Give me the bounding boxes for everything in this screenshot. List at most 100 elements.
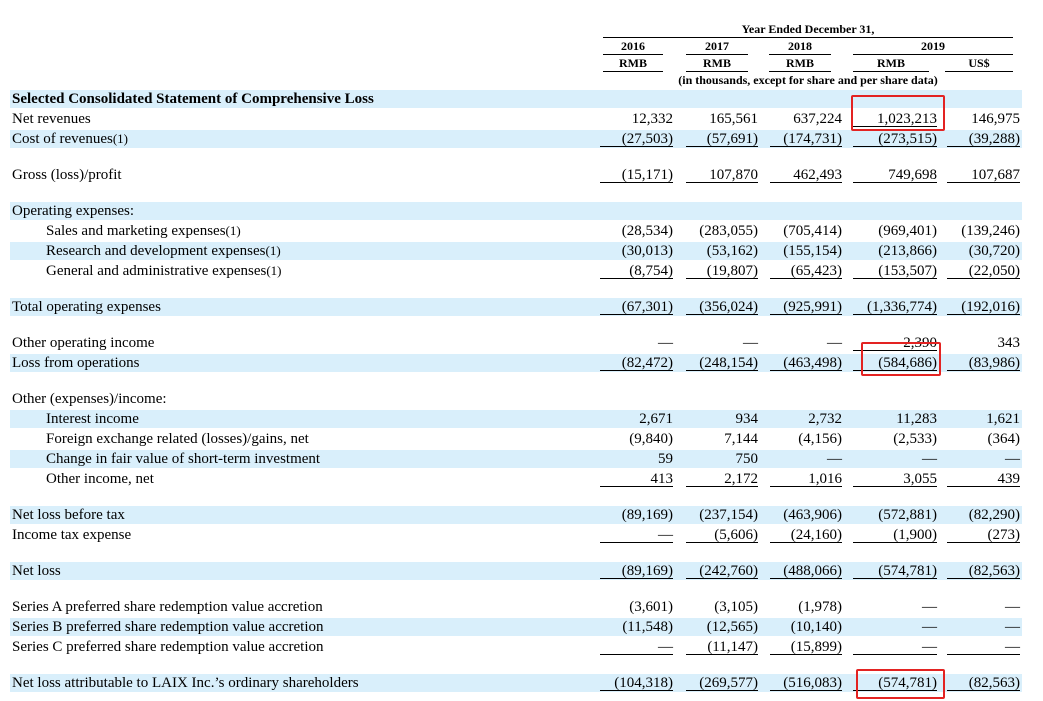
table-row-income-tax-expense: Income tax expense — (5,606) (24,160) (1,900… <box>10 526 1022 544</box>
value-2017: (12,565) <box>706 619 758 635</box>
table-row-series-a-preferred-share-redemption-value-accretion: Series A preferred share redemption valu… <box>10 598 1022 616</box>
table-row-total-operating-expenses: Total operating expenses (67,301) (356,024… <box>10 298 1022 316</box>
table-row-cost-of-revenues: Cost of revenues(1) (27,503) (57,691) (174,… <box>10 130 1022 148</box>
row-label: Sales and marketing expenses(1) <box>46 222 241 240</box>
row-label: Cost of revenues(1) <box>12 130 128 148</box>
row-label: General and administrative expenses(1) <box>46 262 282 280</box>
value-2018: (516,083) <box>770 674 842 691</box>
value-2019-usd: (22,050) <box>947 262 1020 279</box>
row-label-text: Income tax expense <box>12 527 132 543</box>
footnote-marker: (1) <box>266 263 282 278</box>
value-2019-rmb: (213,866) <box>878 243 937 259</box>
value-2017: (53,162) <box>706 243 758 259</box>
value-2017: (19,807) <box>686 262 758 279</box>
table-row-other-income-net: Other income, net 413 2,172 1,016 3,055 439 <box>10 470 1022 488</box>
units-note: (in thousands, except for share and per … <box>678 73 938 87</box>
value-2016: (27,503) <box>600 130 673 147</box>
header-divider <box>603 37 1013 38</box>
value-2018: (174,731) <box>770 130 842 147</box>
highlight-net-loss-attributable-2019 <box>856 669 945 699</box>
year-2017-underline <box>686 54 748 55</box>
value-2017: 2,172 <box>686 470 758 487</box>
row-label: Net loss <box>12 562 61 580</box>
value-2019-usd: 343 <box>997 335 1021 351</box>
value-2016: 2,671 <box>639 411 673 427</box>
value-2018: (155,154) <box>783 243 842 259</box>
value-2019-usd: — <box>947 638 1020 655</box>
value-2017: (5,606) <box>686 526 758 543</box>
value-2019-usd: 107,687 <box>947 166 1020 183</box>
row-label: Other operating income <box>12 334 154 352</box>
value-2018: (10,140) <box>790 619 842 635</box>
currency-2019-rmb: RMB <box>877 56 905 70</box>
currency-2019-usd: US$ <box>968 56 990 70</box>
currency-2019-usd-underline <box>945 71 1013 72</box>
row-label: Other (expenses)/income: <box>12 390 167 408</box>
table-row-operating-expenses: Operating expenses: <box>10 202 1022 220</box>
value-2019-rmb: (574,781) <box>853 562 937 579</box>
value-2019-usd: — <box>1005 451 1020 467</box>
row-label-text: Cost of revenues <box>12 131 113 147</box>
value-2018: (1,978) <box>798 599 842 615</box>
value-2016: (30,013) <box>621 243 673 259</box>
year-2018: 2018 <box>788 39 812 53</box>
value-2019-usd: (82,290) <box>968 507 1020 523</box>
row-label: Foreign exchange related (losses)/gains,… <box>46 430 309 448</box>
value-2016: (82,472) <box>600 354 673 371</box>
value-2017: (3,105) <box>714 599 758 615</box>
row-label-text: Net loss <box>12 563 61 579</box>
row-label: Other income, net <box>46 470 154 488</box>
value-2017: 165,561 <box>709 111 758 127</box>
value-2016: (9,840) <box>629 431 673 447</box>
value-2019-usd: (83,986) <box>947 354 1020 371</box>
value-2019-rmb: 11,283 <box>896 411 937 427</box>
value-2019-rmb: (572,881) <box>878 507 937 523</box>
value-2018: (488,066) <box>770 562 842 579</box>
value-2019-usd: (82,563) <box>947 674 1020 691</box>
value-2017: (242,760) <box>686 562 758 579</box>
value-2017: (237,154) <box>699 507 758 523</box>
value-2018: (24,160) <box>770 526 842 543</box>
row-label: Loss from operations <box>12 354 139 372</box>
value-2018: (925,991) <box>770 298 842 315</box>
section-title: Selected Consolidated Statement of Compr… <box>12 91 374 107</box>
value-2018: (705,414) <box>783 223 842 239</box>
value-2019-rmb: (1,336,774) <box>853 298 937 315</box>
row-label: Net loss before tax <box>12 506 125 524</box>
row-label: Series B preferred share redemption valu… <box>12 618 324 636</box>
row-label-text: Loss from operations <box>12 355 140 371</box>
value-2016: (89,169) <box>600 562 673 579</box>
value-2019-usd: (39,288) <box>947 130 1020 147</box>
row-label-text: Gross (loss)/profit <box>12 167 122 183</box>
row-label-text: Other operating income <box>12 335 155 351</box>
row-label-text: Net revenues <box>12 111 91 127</box>
row-label-text: Net loss attributable to LAIX Inc.’s ord… <box>12 675 359 691</box>
value-2016: (104,318) <box>600 674 673 691</box>
row-label-text: Change in fair value of short-term inves… <box>46 451 321 467</box>
row-label: Series C preferred share redemption valu… <box>12 638 324 656</box>
row-label-text: Series C preferred share redemption valu… <box>12 639 324 655</box>
value-2016: (89,169) <box>621 507 673 523</box>
value-2017: (248,154) <box>686 354 758 371</box>
table-row-research-and-development-expenses: Research and development expenses(1) (30,… <box>10 242 1022 260</box>
currency-2016: RMB <box>619 56 647 70</box>
table-row-foreign-exchange-related-losses-gains-net: Foreign exchange related (losses)/gains,… <box>10 430 1022 448</box>
table-row-net-loss-attributable-to-laix-inc-s-ordinary-shareholders: Net loss attributable to LAIX Inc.’s ord… <box>10 674 1022 692</box>
table-row-series-b-preferred-share-redemption-value-accretion: Series B preferred share redemption valu… <box>10 618 1022 636</box>
value-2018: 1,016 <box>770 470 842 487</box>
value-2019-rmb: (2,533) <box>893 431 937 447</box>
row-label-text: Operating expenses: <box>12 203 135 219</box>
table-row-interest-income: Interest income 2,671 934 2,732 11,283 1,621 <box>10 410 1022 428</box>
value-2016: (3,601) <box>629 599 673 615</box>
value-2017: (269,577) <box>686 674 758 691</box>
value-2016: (67,301) <box>600 298 673 315</box>
value-2018: (463,906) <box>783 507 842 523</box>
value-2017: (356,024) <box>686 298 758 315</box>
section-title-row: Selected Consolidated Statement of Compr… <box>10 90 1022 108</box>
value-2019-usd: (139,246) <box>961 223 1020 239</box>
year-2018-underline <box>769 54 831 55</box>
row-label: Series A preferred share redemption valu… <box>12 598 323 616</box>
row-label: Income tax expense <box>12 526 131 544</box>
row-label: Net loss attributable to LAIX Inc.’s ord… <box>12 674 359 692</box>
currency-2016-underline <box>603 71 663 72</box>
